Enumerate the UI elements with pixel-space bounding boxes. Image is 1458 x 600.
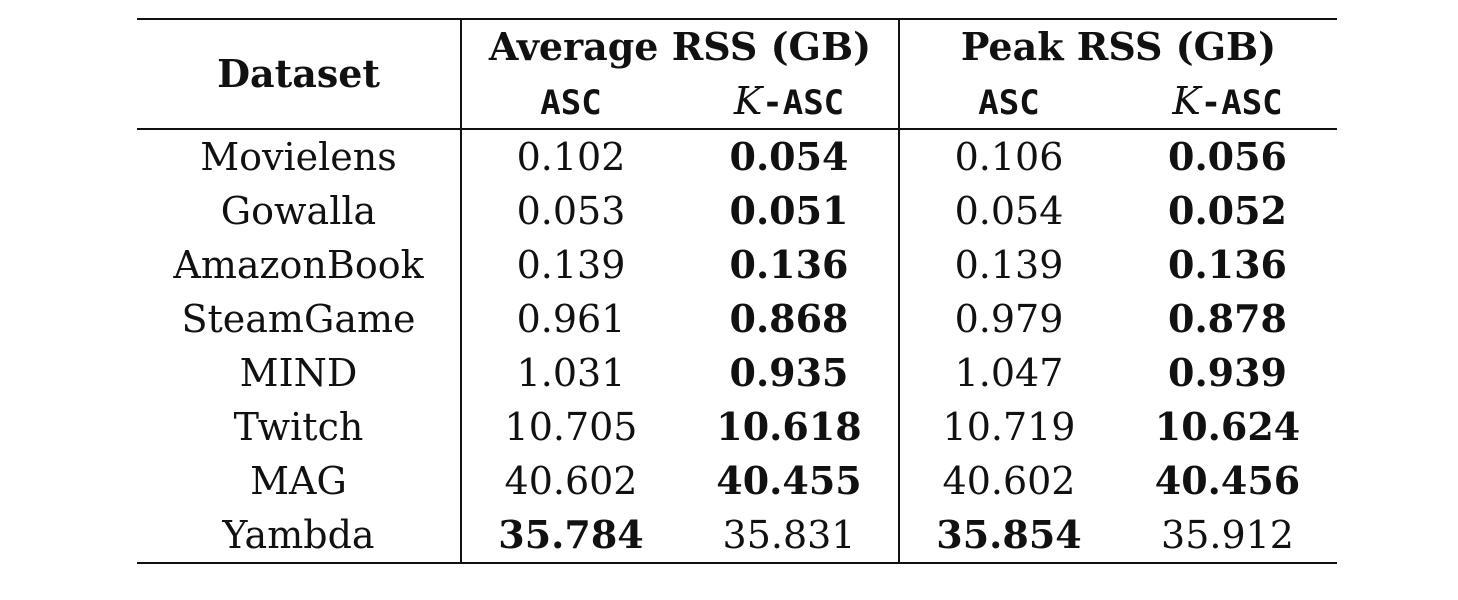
value-cell: 10.719 bbox=[942, 405, 1076, 449]
table-row: MIND 1.031 0.935 1.047 0.939 bbox=[137, 346, 1337, 400]
avg-kasc-header: K-ASC bbox=[680, 74, 900, 129]
dataset-cell: Gowalla bbox=[137, 184, 462, 238]
value-cell: 1.047 bbox=[954, 351, 1064, 395]
value-cell: 1.031 bbox=[516, 351, 626, 395]
value-cell: 0.868 bbox=[680, 292, 900, 346]
value-cell: 10.624 bbox=[1154, 404, 1301, 449]
value-cell: 35.854 bbox=[936, 512, 1082, 557]
table-row: Yambda 35.784 35.831 35.854 35.912 bbox=[137, 508, 1337, 563]
table-header: Dataset Average RSS (GB) Peak RSS (GB) A… bbox=[137, 19, 1337, 129]
rss-results-table: Dataset Average RSS (GB) Peak RSS (GB) A… bbox=[137, 18, 1337, 564]
value-cell: 0.939 bbox=[1168, 350, 1287, 395]
value-cell: 35.912 bbox=[1161, 513, 1294, 557]
peak-asc-header: ASC bbox=[978, 83, 1040, 123]
value-cell: 0.056 bbox=[1168, 134, 1287, 179]
value-cell: 0.051 bbox=[680, 184, 900, 238]
value-cell: 40.456 bbox=[1154, 458, 1301, 503]
table-row: SteamGame 0.961 0.868 0.979 0.878 bbox=[137, 292, 1337, 346]
dataset-cell: AmazonBook bbox=[137, 238, 462, 292]
value-cell: 0.935 bbox=[680, 346, 900, 400]
value-cell: 0.106 bbox=[954, 135, 1064, 179]
value-cell: 40.455 bbox=[680, 454, 900, 508]
dataset-header: Dataset bbox=[137, 19, 462, 129]
header-row-subcols: ASC K-ASC ASC K-ASC bbox=[137, 74, 1337, 129]
table-row: Gowalla 0.053 0.051 0.054 0.052 bbox=[137, 184, 1337, 238]
average-rss-header: Average RSS (GB) bbox=[461, 19, 900, 74]
peak-kasc-header: K-ASC bbox=[1172, 79, 1283, 123]
value-cell: 0.052 bbox=[1168, 188, 1287, 233]
header-row-groups: Dataset Average RSS (GB) Peak RSS (GB) bbox=[137, 19, 1337, 129]
value-cell: 0.054 bbox=[680, 129, 900, 184]
results-table-container: Dataset Average RSS (GB) Peak RSS (GB) A… bbox=[137, 18, 1337, 564]
value-cell: 0.054 bbox=[954, 189, 1064, 233]
value-cell: 0.979 bbox=[954, 297, 1064, 341]
table-row: Twitch 10.705 10.618 10.719 10.624 bbox=[137, 400, 1337, 454]
value-cell: 0.136 bbox=[680, 238, 900, 292]
peak-rss-header: Peak RSS (GB) bbox=[960, 24, 1277, 69]
value-cell: 40.602 bbox=[504, 459, 638, 503]
value-cell: 0.053 bbox=[516, 189, 626, 233]
table-body: Movielens 0.102 0.054 0.106 0.056 Gowalla 0.05… bbox=[137, 129, 1337, 563]
avg-asc-header: ASC bbox=[540, 83, 602, 123]
value-cell: 0.961 bbox=[516, 297, 626, 341]
value-cell: 0.139 bbox=[516, 243, 626, 287]
dataset-cell: Yambda bbox=[137, 508, 462, 563]
dataset-cell: SteamGame bbox=[137, 292, 462, 346]
value-cell: 0.878 bbox=[1168, 296, 1287, 341]
dataset-cell: MAG bbox=[137, 454, 462, 508]
value-cell: 0.102 bbox=[516, 135, 626, 179]
table-row: AmazonBook 0.139 0.136 0.139 0.136 bbox=[137, 238, 1337, 292]
value-cell: 35.784 bbox=[498, 512, 644, 557]
value-cell: 0.136 bbox=[1168, 242, 1287, 287]
value-cell: 10.618 bbox=[680, 400, 900, 454]
dataset-cell: Twitch bbox=[137, 400, 462, 454]
value-cell: 0.139 bbox=[954, 243, 1064, 287]
table-row: Movielens 0.102 0.054 0.106 0.056 bbox=[137, 129, 1337, 184]
value-cell: 10.705 bbox=[504, 405, 638, 449]
value-cell: 40.602 bbox=[942, 459, 1076, 503]
dataset-cell: Movielens bbox=[137, 129, 462, 184]
dataset-cell: MIND bbox=[137, 346, 462, 400]
value-cell: 35.831 bbox=[680, 508, 900, 563]
table-row: MAG 40.602 40.455 40.602 40.456 bbox=[137, 454, 1337, 508]
